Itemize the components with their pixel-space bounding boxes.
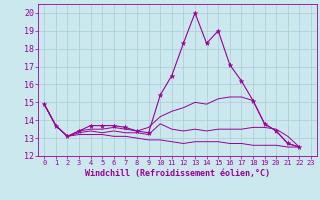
X-axis label: Windchill (Refroidissement éolien,°C): Windchill (Refroidissement éolien,°C) — [85, 169, 270, 178]
